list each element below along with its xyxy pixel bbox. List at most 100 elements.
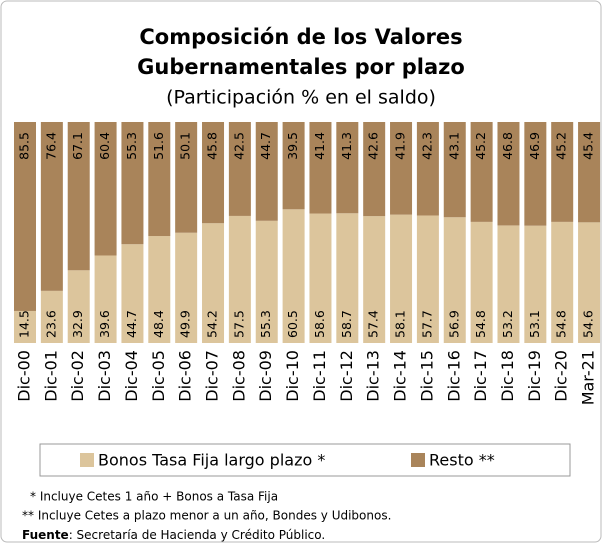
x-tick-label: Dic-07 bbox=[203, 350, 222, 402]
bar-segment bbox=[551, 221, 574, 343]
bar-segment bbox=[497, 225, 520, 343]
bar-segment bbox=[336, 213, 359, 343]
bar-segment bbox=[94, 122, 117, 256]
x-tick-label: Dic-15 bbox=[417, 350, 436, 402]
value-label: 54.8 bbox=[473, 310, 488, 338]
x-tick-label: Dic-18 bbox=[498, 350, 517, 402]
x-tick-label: Dic-10 bbox=[283, 350, 302, 402]
value-label: 45.8 bbox=[205, 132, 220, 160]
source-label: Fuente bbox=[22, 528, 69, 542]
x-tick-label: Dic-20 bbox=[552, 350, 571, 402]
x-tick-label: Dic-11 bbox=[310, 350, 329, 402]
legend-box bbox=[39, 443, 571, 477]
bar-segment bbox=[148, 122, 171, 237]
value-label: 54.6 bbox=[581, 310, 596, 338]
x-tick-label: Dic-17 bbox=[471, 350, 490, 402]
value-label: 43.1 bbox=[446, 132, 461, 160]
x-tick-label: Dic-02 bbox=[68, 350, 87, 402]
value-label: 14.5 bbox=[17, 310, 32, 338]
bar-segment bbox=[121, 244, 144, 343]
bar-segment bbox=[67, 122, 90, 271]
bar-segment bbox=[309, 122, 332, 214]
bar-segment bbox=[390, 122, 413, 215]
value-label: 60.5 bbox=[285, 310, 300, 338]
x-tick-label: Dic-09 bbox=[256, 350, 275, 402]
bar-segment bbox=[148, 236, 171, 343]
bar-segment bbox=[121, 122, 144, 245]
x-tick-label: Dic-05 bbox=[149, 350, 168, 402]
value-label: 42.5 bbox=[231, 132, 246, 160]
value-label: 42.3 bbox=[419, 132, 434, 160]
x-tick-label: Dic-14 bbox=[391, 350, 410, 402]
value-label: 53.1 bbox=[527, 310, 542, 338]
bar-segment bbox=[363, 122, 386, 217]
value-label: 39.6 bbox=[97, 310, 112, 338]
value-label: 32.9 bbox=[70, 310, 85, 338]
bar-segment bbox=[282, 209, 305, 343]
bar-segment bbox=[443, 122, 466, 218]
bar-segment bbox=[470, 122, 493, 222]
bar-segment bbox=[14, 122, 36, 311]
value-label: 44.7 bbox=[124, 310, 139, 338]
value-label: 45.4 bbox=[581, 132, 596, 160]
bar-segment bbox=[202, 223, 225, 343]
source: Fuente: Secretaría de Hacienda y Crédito… bbox=[22, 528, 325, 542]
x-tick-label: Dic-06 bbox=[176, 350, 195, 402]
chart-title: Gubernamentales por plazo bbox=[137, 55, 465, 79]
bar-segment bbox=[14, 310, 36, 343]
bar-segment bbox=[40, 290, 63, 343]
bar-segment bbox=[67, 270, 90, 343]
bar-segment bbox=[94, 255, 117, 343]
chart-title: Composición de los Valores bbox=[139, 25, 462, 49]
x-tick-label: Dic-19 bbox=[525, 350, 544, 402]
bar-segment bbox=[443, 217, 466, 343]
value-label: 39.5 bbox=[285, 132, 300, 160]
x-tick-label: Dic-08 bbox=[229, 350, 248, 402]
value-label: 60.4 bbox=[97, 132, 112, 160]
value-label: 41.4 bbox=[312, 132, 327, 160]
bar-segment bbox=[497, 122, 520, 226]
value-label: 50.1 bbox=[178, 132, 193, 160]
bar-segment bbox=[524, 122, 547, 226]
bar-segment bbox=[578, 122, 601, 223]
x-tick-label: Dic-01 bbox=[41, 350, 60, 402]
bar-segment bbox=[282, 122, 305, 210]
value-label: 57.4 bbox=[366, 310, 381, 338]
bar-segment bbox=[309, 213, 332, 343]
bar-segment bbox=[551, 122, 574, 222]
bar-segment bbox=[202, 122, 225, 224]
bar-segment bbox=[390, 214, 413, 343]
value-label: 45.2 bbox=[473, 132, 488, 160]
value-label: 41.3 bbox=[339, 132, 354, 160]
x-tick-label: Dic-04 bbox=[122, 350, 141, 402]
value-label: 23.6 bbox=[43, 310, 58, 338]
value-label: 57.5 bbox=[231, 310, 246, 338]
value-label: 85.5 bbox=[17, 132, 32, 160]
bar-segment bbox=[578, 222, 601, 343]
x-tick-label: Dic-00 bbox=[15, 350, 34, 402]
value-label: 51.6 bbox=[151, 132, 166, 160]
legend-swatch bbox=[411, 453, 425, 467]
bar-segment bbox=[40, 122, 63, 291]
bar-segment bbox=[470, 221, 493, 343]
bar-segment bbox=[255, 122, 278, 221]
value-label: 46.9 bbox=[527, 132, 542, 160]
footnote: * Incluye Cetes 1 año + Bonos a Tasa Fij… bbox=[30, 490, 278, 504]
bar-segment bbox=[175, 122, 198, 233]
value-label: 58.6 bbox=[312, 310, 327, 338]
chart-subtitle: (Participación % en el saldo) bbox=[166, 87, 436, 109]
value-label: 55.3 bbox=[258, 310, 273, 338]
value-label: 41.9 bbox=[393, 132, 408, 160]
x-tick-label: Dic-13 bbox=[364, 350, 383, 402]
value-label: 58.7 bbox=[339, 310, 354, 338]
legend-label: Bonos Tasa Fija largo plazo * bbox=[98, 451, 325, 470]
value-label: 44.7 bbox=[258, 132, 273, 160]
value-label: 58.1 bbox=[393, 310, 408, 338]
value-label: 53.2 bbox=[500, 310, 515, 338]
legend-label: Resto ** bbox=[429, 451, 495, 470]
x-tick-label: Dic-03 bbox=[95, 350, 114, 402]
value-label: 55.3 bbox=[124, 132, 139, 160]
bar-segment bbox=[524, 225, 547, 343]
value-label: 54.8 bbox=[554, 310, 569, 338]
bar-segment bbox=[175, 232, 198, 343]
